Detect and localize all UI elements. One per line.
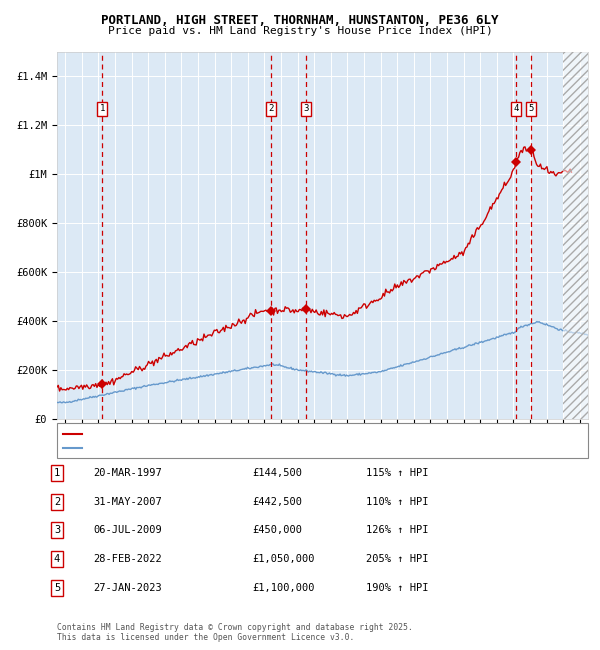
Bar [563, 52, 588, 419]
Text: 1: 1 [100, 105, 105, 113]
Text: 205% ↑ HPI: 205% ↑ HPI [366, 554, 428, 564]
Text: £144,500: £144,500 [252, 468, 302, 478]
Text: 2: 2 [269, 105, 274, 113]
Text: 110% ↑ HPI: 110% ↑ HPI [366, 497, 428, 507]
Text: 4: 4 [513, 105, 518, 113]
Text: Contains HM Land Registry data © Crown copyright and database right 2025.
This d: Contains HM Land Registry data © Crown c… [57, 623, 413, 642]
Text: 3: 3 [54, 525, 60, 536]
Text: 4: 4 [54, 554, 60, 564]
Text: 1: 1 [54, 468, 60, 478]
Text: PORTLAND, HIGH STREET, THORNHAM, HUNSTANTON, PE36 6LY (detached house): PORTLAND, HIGH STREET, THORNHAM, HUNSTAN… [86, 429, 462, 438]
Text: 28-FEB-2022: 28-FEB-2022 [93, 554, 162, 564]
Text: HPI: Average price, detached house, King's Lynn and West Norfolk: HPI: Average price, detached house, King… [86, 443, 430, 452]
Text: 3: 3 [304, 105, 309, 113]
Text: 31-MAY-2007: 31-MAY-2007 [93, 497, 162, 507]
Text: 06-JUL-2009: 06-JUL-2009 [93, 525, 162, 536]
Text: £1,100,000: £1,100,000 [252, 582, 314, 593]
Bar [563, 52, 588, 419]
Text: 115% ↑ HPI: 115% ↑ HPI [366, 468, 428, 478]
Text: 27-JAN-2023: 27-JAN-2023 [93, 582, 162, 593]
Text: 190% ↑ HPI: 190% ↑ HPI [366, 582, 428, 593]
Text: 20-MAR-1997: 20-MAR-1997 [93, 468, 162, 478]
Text: 126% ↑ HPI: 126% ↑ HPI [366, 525, 428, 536]
Text: Price paid vs. HM Land Registry's House Price Index (HPI): Price paid vs. HM Land Registry's House … [107, 26, 493, 36]
Text: 5: 5 [54, 582, 60, 593]
Text: 5: 5 [529, 105, 534, 113]
Text: PORTLAND, HIGH STREET, THORNHAM, HUNSTANTON, PE36 6LY: PORTLAND, HIGH STREET, THORNHAM, HUNSTAN… [101, 14, 499, 27]
Text: £1,050,000: £1,050,000 [252, 554, 314, 564]
Text: 2: 2 [54, 497, 60, 507]
Text: £450,000: £450,000 [252, 525, 302, 536]
Text: £442,500: £442,500 [252, 497, 302, 507]
